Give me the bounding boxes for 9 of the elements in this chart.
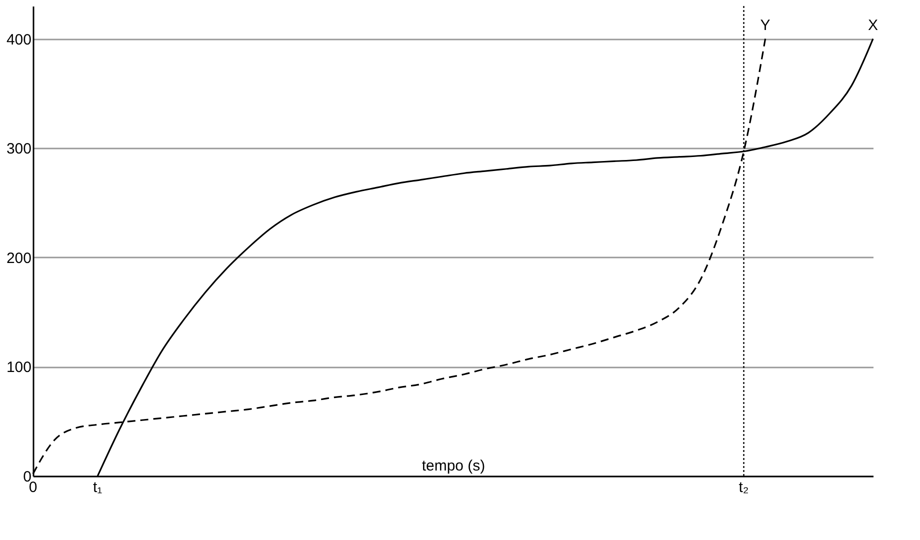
series-label: Y [760,16,770,34]
y-tick-label: 400 [6,31,32,48]
x-tick-label: t₁ [93,479,102,496]
series-label: X [868,16,878,34]
x-axis-title: tempo (s) [422,458,486,474]
x-tick-label: t₂ [738,479,749,496]
y-tick-label: 200 [6,250,32,267]
y-tick-label: 300 [6,140,32,158]
y-tick-label: 100 [6,359,32,376]
